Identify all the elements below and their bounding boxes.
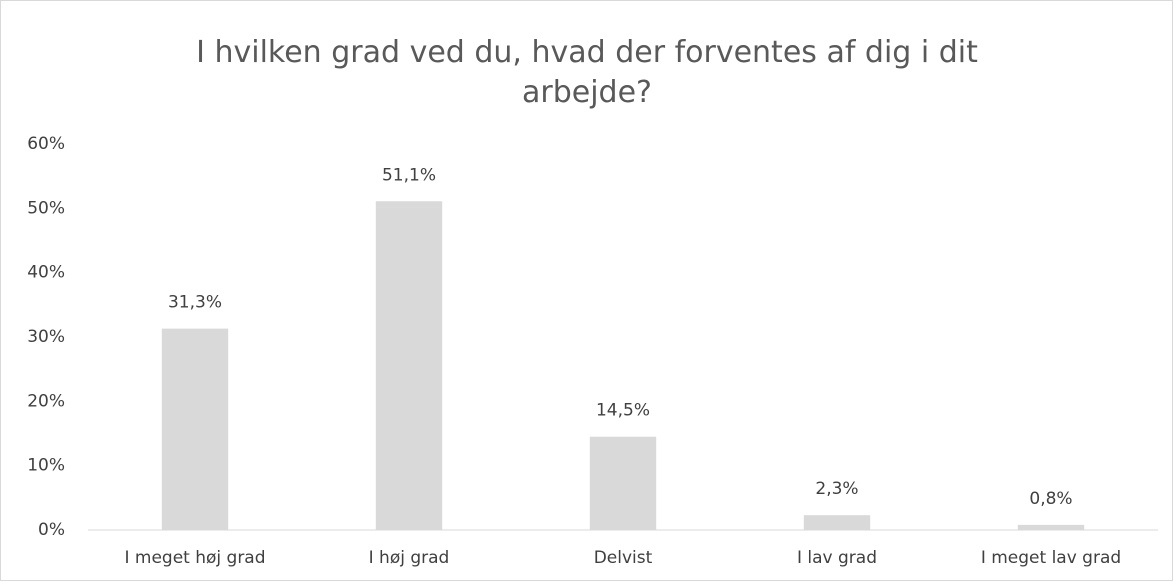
x-tick-label: I meget høj grad [124, 548, 265, 568]
y-tick-label: 20% [27, 391, 65, 411]
x-tick-label: Delvist [594, 548, 653, 568]
y-tick-label: 60% [27, 134, 65, 154]
x-tick-label: I lav grad [797, 548, 877, 568]
y-tick-label: 0% [38, 520, 65, 540]
bar [589, 436, 657, 530]
data-label: 51,1% [382, 165, 436, 185]
x-tick-label: I høj grad [369, 548, 450, 568]
y-tick-label: 40% [27, 263, 65, 283]
y-tick-label: 10% [27, 456, 65, 476]
data-label: 0,8% [1029, 489, 1072, 509]
y-tick-label: 50% [27, 198, 65, 218]
data-label: 2,3% [815, 479, 858, 499]
y-tick-label: 30% [27, 327, 65, 347]
bar [375, 201, 443, 531]
chart-title: I hvilken grad ved du, hvad der forvente… [196, 35, 978, 110]
x-tick-label: I meget lav grad [981, 548, 1121, 568]
data-label: 14,5% [596, 401, 650, 421]
data-label: 31,3% [168, 293, 222, 313]
bar [803, 515, 871, 530]
bar [161, 328, 229, 530]
bar [1017, 524, 1085, 530]
